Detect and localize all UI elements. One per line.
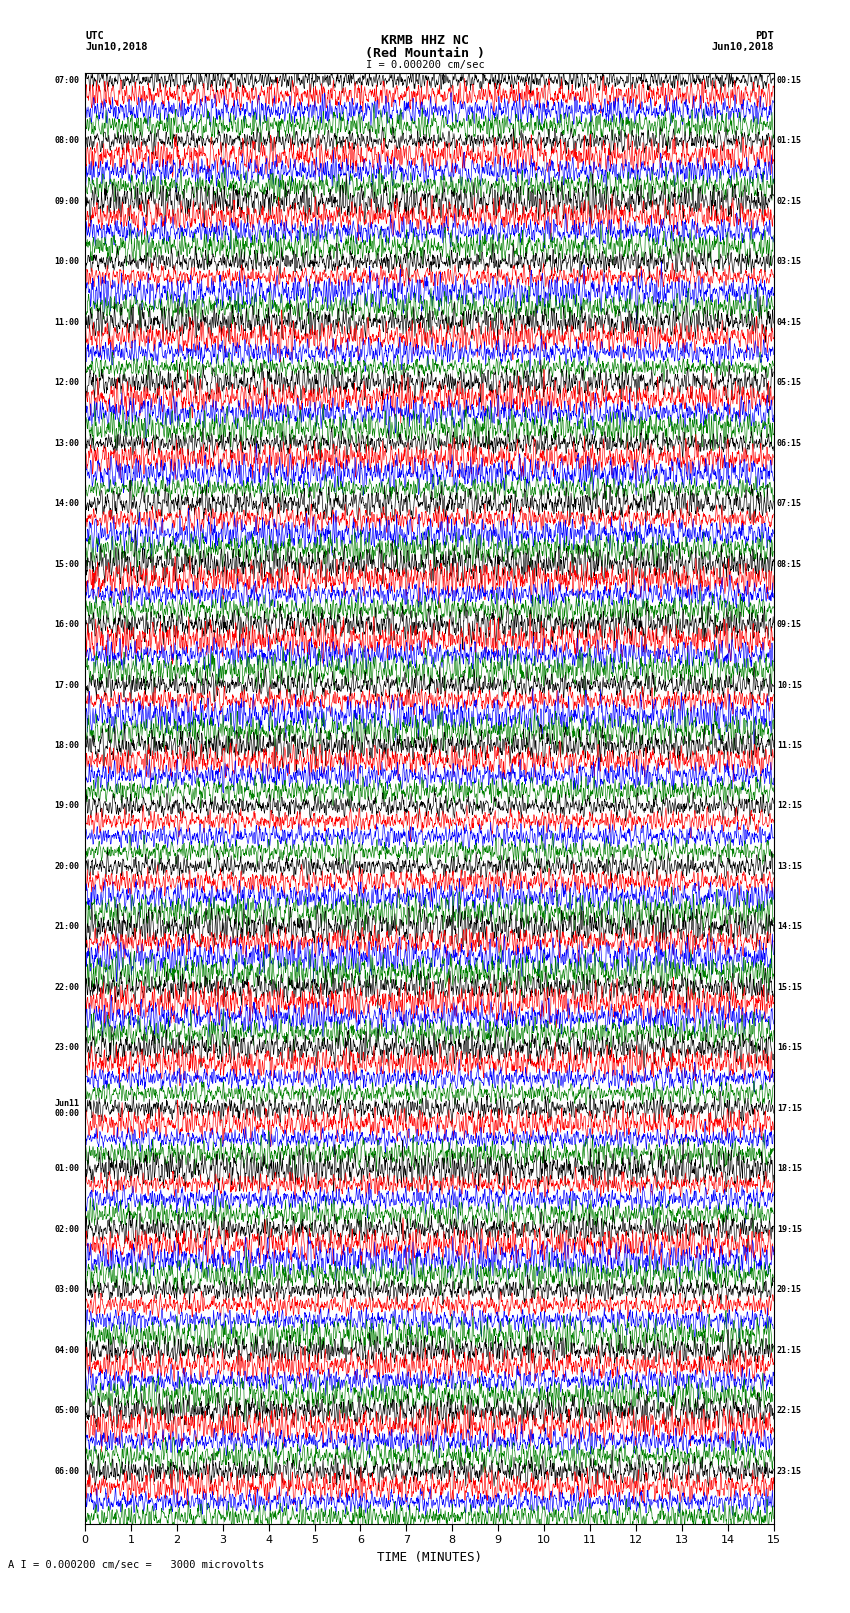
Text: 03:00: 03:00 [54, 1286, 80, 1294]
Text: A I = 0.000200 cm/sec =   3000 microvolts: A I = 0.000200 cm/sec = 3000 microvolts [8, 1560, 264, 1569]
Text: 18:15: 18:15 [777, 1165, 802, 1173]
Text: 08:15: 08:15 [777, 560, 802, 568]
Text: 14:00: 14:00 [54, 498, 80, 508]
Text: 07:15: 07:15 [777, 498, 802, 508]
Text: 21:00: 21:00 [54, 923, 80, 931]
Text: Jun10,2018: Jun10,2018 [85, 42, 148, 52]
Text: (Red Mountain ): (Red Mountain ) [365, 47, 485, 60]
Text: 22:15: 22:15 [777, 1407, 802, 1415]
Text: 13:00: 13:00 [54, 439, 80, 447]
Text: 23:00: 23:00 [54, 1044, 80, 1052]
Text: 09:15: 09:15 [777, 619, 802, 629]
Text: 06:00: 06:00 [54, 1466, 80, 1476]
Text: 15:15: 15:15 [777, 982, 802, 992]
Text: 07:00: 07:00 [54, 76, 80, 84]
X-axis label: TIME (MINUTES): TIME (MINUTES) [377, 1552, 482, 1565]
Text: 22:00: 22:00 [54, 982, 80, 992]
Text: 20:15: 20:15 [777, 1286, 802, 1294]
Text: 17:00: 17:00 [54, 681, 80, 689]
Text: 17:15: 17:15 [777, 1103, 802, 1113]
Text: Jun10,2018: Jun10,2018 [711, 42, 774, 52]
Text: 04:15: 04:15 [777, 318, 802, 326]
Text: 20:00: 20:00 [54, 861, 80, 871]
Text: KRMB HHZ NC: KRMB HHZ NC [381, 34, 469, 47]
Text: 03:15: 03:15 [777, 256, 802, 266]
Text: 01:15: 01:15 [777, 135, 802, 145]
Text: 19:00: 19:00 [54, 802, 80, 810]
Text: 00:15: 00:15 [777, 76, 802, 84]
Text: 12:00: 12:00 [54, 377, 80, 387]
Text: PDT: PDT [755, 31, 774, 40]
Text: 13:15: 13:15 [777, 861, 802, 871]
Text: UTC: UTC [85, 31, 104, 40]
Text: 08:00: 08:00 [54, 135, 80, 145]
Text: 19:15: 19:15 [777, 1224, 802, 1234]
Text: 02:00: 02:00 [54, 1224, 80, 1234]
Text: 02:15: 02:15 [777, 197, 802, 205]
Text: 18:00: 18:00 [54, 740, 80, 750]
Text: 10:00: 10:00 [54, 256, 80, 266]
Text: 01:00: 01:00 [54, 1165, 80, 1173]
Text: I = 0.000200 cm/sec: I = 0.000200 cm/sec [366, 60, 484, 69]
Text: 04:00: 04:00 [54, 1345, 80, 1355]
Text: 10:15: 10:15 [777, 681, 802, 689]
Text: 16:15: 16:15 [777, 1044, 802, 1052]
Text: 21:15: 21:15 [777, 1345, 802, 1355]
Text: 05:15: 05:15 [777, 377, 802, 387]
Text: 11:00: 11:00 [54, 318, 80, 326]
Text: 06:15: 06:15 [777, 439, 802, 447]
Text: 16:00: 16:00 [54, 619, 80, 629]
Text: Jun11
00:00: Jun11 00:00 [54, 1098, 80, 1118]
Text: 15:00: 15:00 [54, 560, 80, 568]
Text: 23:15: 23:15 [777, 1466, 802, 1476]
Text: 05:00: 05:00 [54, 1407, 80, 1415]
Text: 14:15: 14:15 [777, 923, 802, 931]
Text: 11:15: 11:15 [777, 740, 802, 750]
Text: 12:15: 12:15 [777, 802, 802, 810]
Text: 09:00: 09:00 [54, 197, 80, 205]
